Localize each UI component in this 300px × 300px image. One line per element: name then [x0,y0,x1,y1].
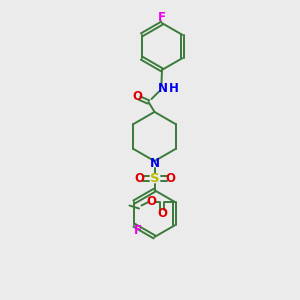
Text: F: F [134,224,142,237]
Text: O: O [132,90,142,103]
Text: N: N [149,157,160,170]
Text: H: H [169,82,178,95]
Text: F: F [158,11,166,24]
Text: S: S [150,172,159,185]
Text: O: O [134,172,144,185]
Text: O: O [157,207,167,220]
Text: O: O [165,172,175,185]
Text: O: O [147,195,157,208]
Text: N: N [158,82,168,95]
